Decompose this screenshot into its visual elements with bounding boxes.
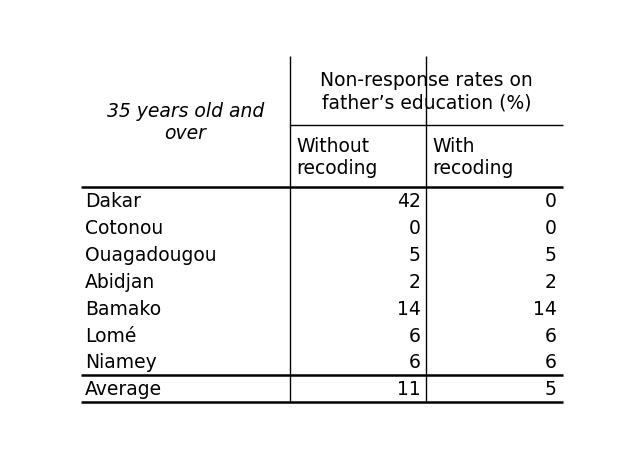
Text: 0: 0 <box>545 191 557 211</box>
Text: 5: 5 <box>545 245 557 264</box>
Text: 2: 2 <box>409 272 421 291</box>
Text: 6: 6 <box>545 353 557 372</box>
Text: 6: 6 <box>409 353 421 372</box>
Text: Lomé: Lomé <box>85 326 136 345</box>
Text: With
recoding: With recoding <box>432 136 514 177</box>
Text: 14: 14 <box>397 299 421 318</box>
Text: 0: 0 <box>545 218 557 237</box>
Text: 11: 11 <box>397 380 421 398</box>
Text: Average: Average <box>85 380 162 398</box>
Text: Niamey: Niamey <box>85 353 156 372</box>
Text: Bamako: Bamako <box>85 299 161 318</box>
Text: 5: 5 <box>409 245 421 264</box>
Text: Without
recoding: Without recoding <box>296 136 377 177</box>
Text: 6: 6 <box>409 326 421 345</box>
Text: Non-response rates on
father’s education (%): Non-response rates on father’s education… <box>320 71 533 112</box>
Text: Cotonou: Cotonou <box>85 218 163 237</box>
Text: 0: 0 <box>409 218 421 237</box>
Text: 14: 14 <box>533 299 557 318</box>
Text: 2: 2 <box>545 272 557 291</box>
Text: 5: 5 <box>545 380 557 398</box>
Text: 35 years old and
over: 35 years old and over <box>107 102 264 143</box>
Text: 6: 6 <box>545 326 557 345</box>
Text: Dakar: Dakar <box>85 191 141 211</box>
Text: Abidjan: Abidjan <box>85 272 155 291</box>
Text: 42: 42 <box>397 191 421 211</box>
Text: Ouagadougou: Ouagadougou <box>85 245 217 264</box>
